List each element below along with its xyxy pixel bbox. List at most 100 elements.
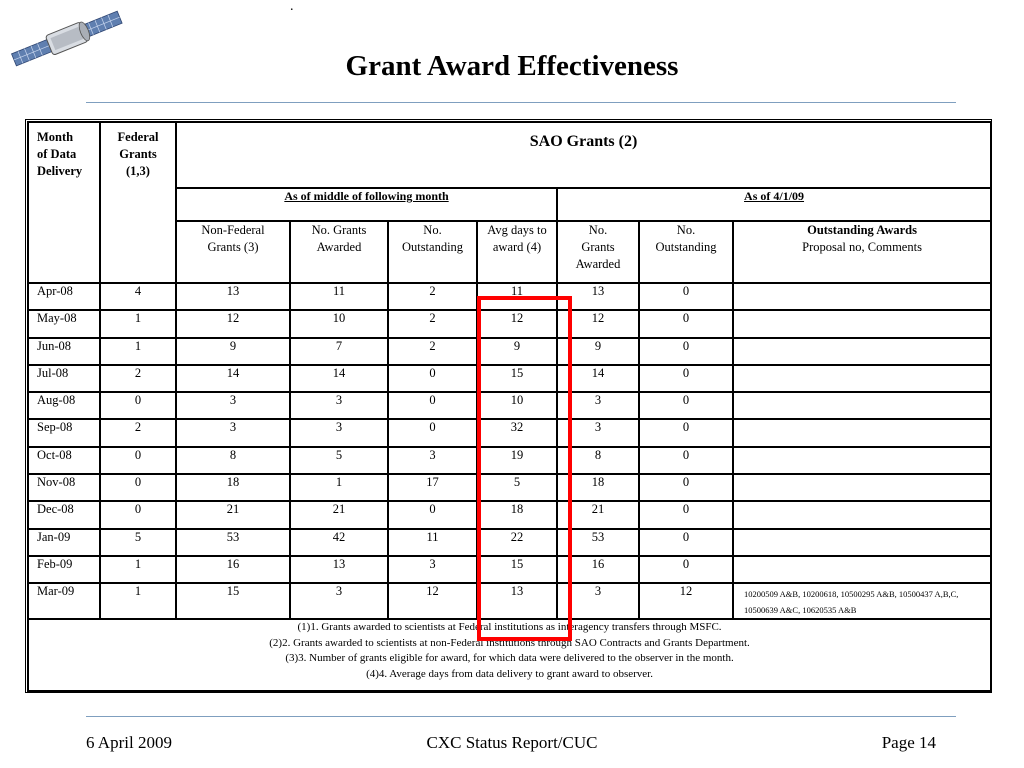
table-cell: 12 <box>476 309 558 339</box>
row-comments <box>731 473 993 503</box>
header-as-of-middle: As of middle of following month <box>175 187 558 222</box>
table-row: Apr-08 4 13 11 2 11 13 0 <box>27 281 993 312</box>
row-month: Jun-08 <box>27 336 101 366</box>
row-comments <box>731 527 993 557</box>
header-sao-grants: SAO Grants (2) <box>174 121 993 189</box>
table-cell: 0 <box>99 473 177 503</box>
header-grants-awarded: No. Grants Awarded <box>289 220 389 284</box>
top-divider <box>86 102 956 103</box>
table-cell: 15 <box>175 582 291 621</box>
table-cell: 21 <box>289 500 389 530</box>
table-cell: 0 <box>638 500 734 530</box>
row-month: Mar-09 <box>27 582 101 621</box>
table-cell: 2 <box>387 281 478 312</box>
table-cell: 1 <box>99 309 177 339</box>
footnotes: (1)1. Grants awarded to scientists at Fe… <box>26 618 993 693</box>
row-comments <box>731 500 993 530</box>
table-cell: 15 <box>476 363 558 394</box>
footnote-1: (1)1. Grants awarded to scientists at Fe… <box>297 621 722 634</box>
table-cell: 0 <box>638 473 734 503</box>
row-month: May-08 <box>27 309 101 339</box>
table-cell: 32 <box>476 418 558 448</box>
table-cell: 42 <box>289 527 389 557</box>
bottom-divider <box>86 716 956 717</box>
row-comments <box>731 391 993 421</box>
table-cell: 2 <box>99 363 177 394</box>
table-row: Jul-08 2 14 14 0 15 14 0 <box>27 363 993 394</box>
table-cell: 14 <box>175 363 291 394</box>
table-cell: 0 <box>638 363 734 394</box>
table-cell: 3 <box>387 445 478 476</box>
row-comments: 10200509 A&B, 10200618, 10500295 A&B, 10… <box>731 582 993 621</box>
table-cell: 13 <box>175 281 291 312</box>
header-outstanding-awards: Outstanding Awards Proposal no, Comments <box>731 220 993 284</box>
table-cell: 53 <box>556 527 640 557</box>
table-cell: 11 <box>289 281 389 312</box>
row-month: Jan-09 <box>27 527 101 557</box>
table-row: Nov-08 0 18 1 17 5 18 0 <box>27 473 993 503</box>
table-cell: 8 <box>175 445 291 476</box>
table-cell: 7 <box>289 336 389 366</box>
table-cell: 13 <box>289 554 389 585</box>
table-cell: 0 <box>99 500 177 530</box>
row-comments <box>731 336 993 366</box>
table-cell: 8 <box>556 445 640 476</box>
table-cell: 0 <box>638 554 734 585</box>
table-cell: 2 <box>387 336 478 366</box>
footer-report: CXC Status Report/CUC <box>426 733 598 752</box>
table-cell: 19 <box>476 445 558 476</box>
table-cell: 22 <box>476 527 558 557</box>
table-cell: 3 <box>556 582 640 621</box>
table-cell: 5 <box>99 527 177 557</box>
footnote-3: (3)3. Number of grants eligible for awar… <box>285 652 734 665</box>
table-cell: 0 <box>638 418 734 448</box>
row-month: Apr-08 <box>27 281 101 312</box>
table-cell: 1 <box>289 473 389 503</box>
table-cell: 10 <box>476 391 558 421</box>
table-row: Jun-08 1 9 7 2 9 9 0 <box>27 336 993 366</box>
table-cell: 9 <box>175 336 291 366</box>
row-comments <box>731 445 993 476</box>
header-outstanding: No. Outstanding <box>387 220 478 284</box>
table-cell: 1 <box>99 336 177 366</box>
table-cell: 5 <box>476 473 558 503</box>
header-avg-days: Avg days to award (4) <box>476 220 558 284</box>
stray-mark: . <box>290 0 294 14</box>
table-cell: 17 <box>387 473 478 503</box>
header-grants-awarded-asof: No. Grants Awarded <box>556 220 640 284</box>
table-cell: 3 <box>556 391 640 421</box>
table-row: Oct-08 0 8 5 3 19 8 0 <box>27 445 993 476</box>
table-cell: 14 <box>289 363 389 394</box>
table-cell: 14 <box>556 363 640 394</box>
table-cell: 3 <box>175 418 291 448</box>
table-cell: 0 <box>638 391 734 421</box>
table-cell: 18 <box>175 473 291 503</box>
table-cell: 9 <box>556 336 640 366</box>
table-cell: 0 <box>638 336 734 366</box>
table-cell: 13 <box>556 281 640 312</box>
table-row: Sep-08 2 3 3 0 32 3 0 <box>27 418 993 448</box>
table-cell: 4 <box>99 281 177 312</box>
table-cell: 15 <box>476 554 558 585</box>
table-cell: 12 <box>175 309 291 339</box>
table-frame <box>25 119 992 693</box>
header-outstanding-asof: No. Outstanding <box>638 220 734 284</box>
footnote-4: (4)4. Average days from data delivery to… <box>366 667 653 680</box>
table-cell: 0 <box>638 445 734 476</box>
table-cell: 3 <box>289 582 389 621</box>
table-row: Dec-08 0 21 21 0 18 21 0 <box>27 500 993 530</box>
grants-table: Month of Data Delivery Federal Grants (1… <box>26 121 993 693</box>
header-non-federal: Non-Federal Grants (3) <box>175 220 291 284</box>
table-row: Aug-08 0 3 3 0 10 3 0 <box>27 391 993 421</box>
table-cell: 0 <box>387 363 478 394</box>
table-cell: 0 <box>638 309 734 339</box>
row-month: Sep-08 <box>27 418 101 448</box>
row-comments <box>731 281 993 312</box>
table-cell: 12 <box>638 582 734 621</box>
table-cell: 0 <box>387 500 478 530</box>
row-comments <box>731 554 993 585</box>
table-cell: 3 <box>289 418 389 448</box>
table-cell: 10 <box>289 309 389 339</box>
row-month: Feb-09 <box>27 554 101 585</box>
table-cell: 11 <box>476 281 558 312</box>
